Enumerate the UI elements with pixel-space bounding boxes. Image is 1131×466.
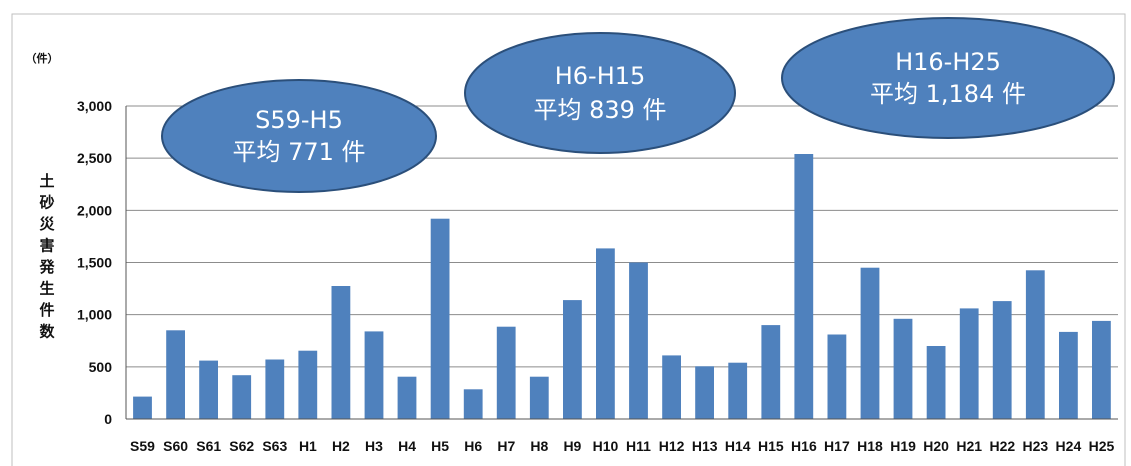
y-tick-label: 1,000 xyxy=(77,307,112,323)
x-tick-label: H16 xyxy=(791,438,817,454)
x-tick-label: H17 xyxy=(824,438,850,454)
y-unit-label: （件） xyxy=(26,51,59,65)
x-tick-label: H23 xyxy=(1022,438,1048,454)
y-axis-title-char: 砂 xyxy=(39,194,54,212)
bar-h6 xyxy=(463,389,483,419)
callout-line2: 平均 1,184 件 xyxy=(870,80,1026,108)
x-tick-label: S59 xyxy=(130,438,155,454)
bar-h7 xyxy=(496,326,516,419)
bar-s60 xyxy=(166,330,185,419)
bar-h14 xyxy=(728,362,748,419)
bars xyxy=(133,154,1111,419)
x-tick-label: H22 xyxy=(989,438,1015,454)
bar-h3 xyxy=(364,331,384,419)
x-tick-label: H25 xyxy=(1089,438,1115,454)
y-tick-label: 2,500 xyxy=(77,150,112,166)
y-axis-title-char: 数 xyxy=(39,323,55,341)
callout-line1: H6-H15 xyxy=(555,62,646,90)
x-tick-label: H18 xyxy=(857,438,883,454)
x-tick-label: H3 xyxy=(365,438,383,454)
bar-h17 xyxy=(827,334,847,419)
bar-h10 xyxy=(596,248,615,419)
x-tick-label: S63 xyxy=(262,438,287,454)
x-tick-label: H24 xyxy=(1056,438,1082,454)
bar-s59 xyxy=(133,396,152,419)
y-tick-label: 1,500 xyxy=(77,255,112,271)
x-tick-label: H21 xyxy=(956,438,982,454)
x-tick-label: S60 xyxy=(163,438,188,454)
y-axis-title-char: 発 xyxy=(38,258,55,276)
callout-line1: H16-H25 xyxy=(895,48,1001,76)
bar-h13 xyxy=(695,366,714,419)
y-tick-label: 2,000 xyxy=(77,202,112,218)
x-tick-label: H7 xyxy=(497,438,515,454)
y-axis-title-char: 生 xyxy=(39,280,54,298)
x-tick-label: H14 xyxy=(725,438,751,454)
x-tick-label: H1 xyxy=(299,438,317,454)
x-tick-label: H12 xyxy=(659,438,685,454)
x-tick-label: H15 xyxy=(758,438,784,454)
bar-h22 xyxy=(992,301,1012,419)
y-tick-label: 500 xyxy=(89,359,113,375)
x-tick-label: H10 xyxy=(593,438,619,454)
bar-s61 xyxy=(199,360,218,419)
bar-h19 xyxy=(893,318,913,419)
bar-h11 xyxy=(629,262,648,419)
x-tick-label: S61 xyxy=(196,438,221,454)
bar-h18 xyxy=(860,267,880,419)
x-tick-label: H9 xyxy=(563,438,581,454)
bar-h9 xyxy=(563,300,582,419)
bar-h16 xyxy=(794,154,814,419)
x-tick-label: S62 xyxy=(229,438,254,454)
y-axis-title-char: 件 xyxy=(39,301,54,319)
bar-h20 xyxy=(926,346,946,419)
x-tick-label: H11 xyxy=(626,438,651,454)
x-tick-label: H6 xyxy=(464,438,482,454)
y-tick-labels: 0 500 1,000 1,500 2,000 2,500 3,000 xyxy=(77,98,112,427)
x-tick-label: H8 xyxy=(530,438,548,454)
y-axis-title-char: 災 xyxy=(39,215,55,233)
x-tick-labels: S59 S60 S61 S62 S63 H1 H2 H3 H4 H5 H6 H7 H8 H9 H10 H11 H… xyxy=(130,438,1115,454)
y-tick-label: 0 xyxy=(104,411,112,427)
y-tick-label: 3,000 xyxy=(77,98,112,114)
x-tick-label: H2 xyxy=(332,438,350,454)
bar-h15 xyxy=(761,325,781,419)
bar-h2 xyxy=(331,286,351,419)
x-tick-label: H5 xyxy=(431,438,449,454)
bar-h4 xyxy=(397,376,417,419)
bar-h25 xyxy=(1092,320,1111,419)
bar-h8 xyxy=(529,376,549,419)
callout-h6-h15: H6-H15 平均 839 件 xyxy=(464,32,736,154)
callout-line2: 平均 771 件 xyxy=(232,138,365,166)
bar-h23 xyxy=(1025,270,1045,419)
bar-s63 xyxy=(265,359,285,419)
bar-h21 xyxy=(959,308,979,419)
bar-h12 xyxy=(662,355,681,419)
callout-line2: 平均 839 件 xyxy=(533,96,666,124)
bar-h1 xyxy=(298,350,318,419)
x-tick-label: H4 xyxy=(398,438,416,454)
bar-s62 xyxy=(232,375,252,419)
callout-line1: S59-H5 xyxy=(255,106,343,134)
y-axis-title-char: 土 xyxy=(39,172,54,190)
callout-ellipse xyxy=(161,79,437,193)
callout-s59-h5: S59-H5 平均 771 件 xyxy=(161,79,437,193)
bar-h5 xyxy=(430,218,450,419)
callout-ellipse xyxy=(464,32,736,154)
chart-border xyxy=(11,13,1126,466)
x-tick-label: H20 xyxy=(923,438,949,454)
x-tick-label: H13 xyxy=(692,438,718,454)
callout-ellipse xyxy=(781,17,1115,139)
bar-h24 xyxy=(1059,331,1078,419)
y-axis-title-char: 害 xyxy=(39,237,54,255)
callout-h16-h25: H16-H25 平均 1,184 件 xyxy=(781,17,1115,139)
x-tick-label: H19 xyxy=(890,438,916,454)
